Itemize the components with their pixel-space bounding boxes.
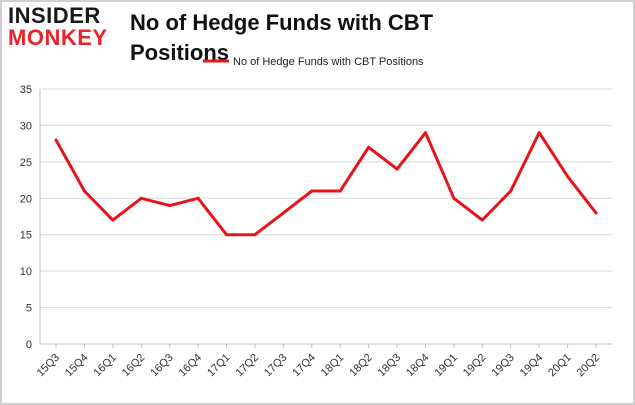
y-tick-label: 10 xyxy=(20,266,32,278)
x-tick-label: 17Q3 xyxy=(262,352,290,380)
x-tick-label: 15Q4 xyxy=(63,352,91,380)
legend-label: No of Hedge Funds with CBT Positions xyxy=(233,56,424,68)
data-point xyxy=(566,174,570,178)
data-point xyxy=(281,211,285,215)
data-point xyxy=(423,131,427,135)
y-tick-label: 5 xyxy=(26,303,32,315)
data-point xyxy=(338,189,342,193)
grid-lines xyxy=(40,88,612,309)
insider-monkey-logo: INSIDER MONKEY xyxy=(8,4,118,50)
x-tick-label: 19Q3 xyxy=(489,352,517,380)
x-tick-label: 16Q1 xyxy=(91,352,119,380)
y-tick-label: 0 xyxy=(26,339,32,351)
x-tick-label: 18Q1 xyxy=(319,352,347,380)
x-tick-label: 16Q4 xyxy=(177,352,205,380)
data-point xyxy=(594,211,598,215)
x-tick-label: 15Q3 xyxy=(35,352,63,380)
data-point xyxy=(54,138,58,142)
x-tick-label: 20Q1 xyxy=(546,352,574,380)
x-tick-label: 20Q2 xyxy=(575,352,603,380)
x-tick-label: 18Q3 xyxy=(376,352,404,380)
x-tick-label: 16Q2 xyxy=(120,352,148,380)
y-axis-ticks: 0 5 10 15 20 25 30 35 xyxy=(20,84,32,351)
data-point xyxy=(395,167,399,171)
x-tick-label: 19Q1 xyxy=(432,352,460,380)
y-tick-label: 20 xyxy=(20,193,32,205)
legend: No of Hedge Funds with CBT Positions xyxy=(203,56,424,68)
x-tick-label: 18Q2 xyxy=(347,352,375,380)
data-point xyxy=(310,189,314,193)
series-lines xyxy=(54,131,598,237)
x-tick-label: 16Q3 xyxy=(148,352,176,380)
data-point xyxy=(82,189,86,193)
data-point xyxy=(480,218,484,222)
data-point xyxy=(253,233,257,237)
axes xyxy=(39,89,612,345)
series-line xyxy=(54,131,598,237)
data-point xyxy=(225,233,229,237)
x-axis-ticks: 15Q3 15Q4 16Q1 16Q2 16Q3 16Q4 17Q1 17Q2 17Q3 17Q4… xyxy=(35,344,603,380)
data-point xyxy=(367,145,371,149)
y-tick-label: 30 xyxy=(20,120,32,132)
x-tick-label: 19Q2 xyxy=(461,352,489,380)
x-tick-label: 17Q4 xyxy=(290,352,318,380)
y-tick-label: 25 xyxy=(20,157,32,169)
logo-text-monkey: MONKEY xyxy=(8,25,108,50)
data-point xyxy=(537,131,541,135)
logo-text-insider: INSIDER xyxy=(8,3,101,28)
x-tick-label: 17Q1 xyxy=(205,352,233,380)
data-point xyxy=(452,196,456,200)
data-point xyxy=(509,189,513,193)
data-point xyxy=(111,218,115,222)
data-point xyxy=(168,204,172,208)
y-tick-label: 35 xyxy=(20,84,32,96)
data-point xyxy=(139,196,143,200)
x-tick-label: 17Q2 xyxy=(234,352,262,380)
x-tick-label: 19Q4 xyxy=(518,352,546,380)
y-tick-label: 15 xyxy=(20,230,32,242)
x-tick-label: 18Q4 xyxy=(404,352,432,380)
data-point xyxy=(196,196,200,200)
